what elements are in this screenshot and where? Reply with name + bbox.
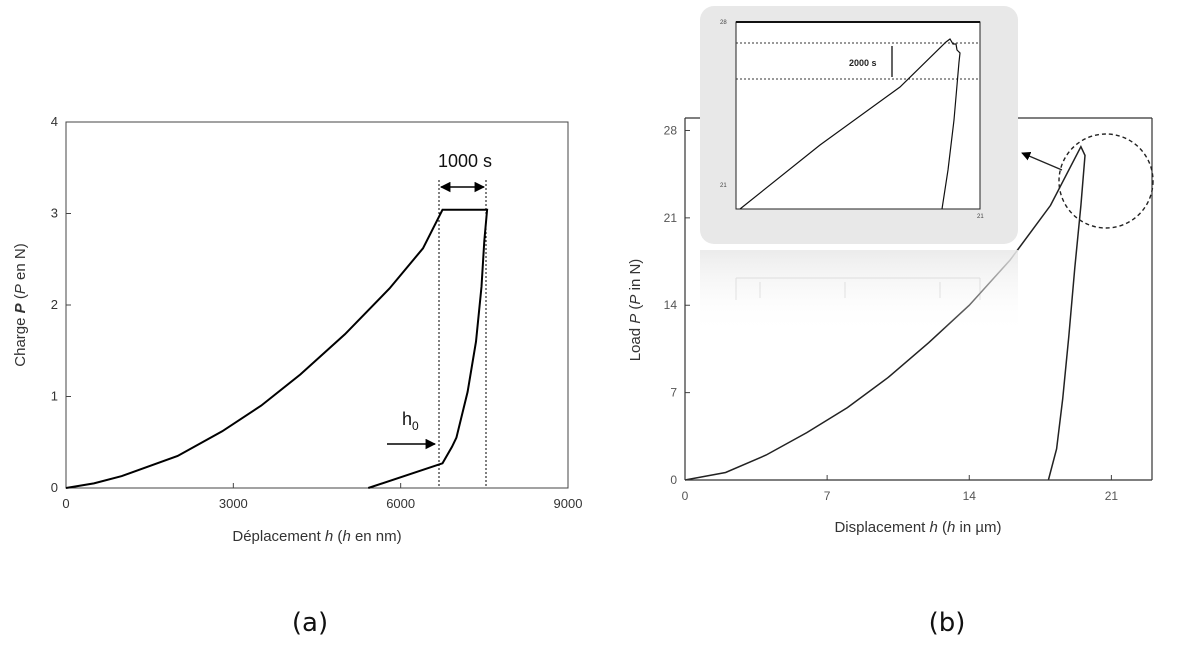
chart-a-xtick-label: 3000 [219, 496, 248, 511]
chart-a-panel-label: (a) [292, 608, 328, 638]
chart-b-xtick-label: 14 [963, 489, 977, 503]
chart-a-ylabel: Charge P (P en N) [12, 243, 29, 366]
chart-b-ytick-label: 21 [664, 211, 678, 225]
inset-duration-label: 2000 s [849, 58, 877, 68]
inset-reflection [700, 250, 1018, 335]
chart-b-ytick-label: 7 [670, 386, 677, 400]
chart-a-xlabel: Déplacement h (h en nm) [232, 528, 401, 545]
inset-tick-bottom-right: 21 [977, 214, 984, 220]
chart-a-ytick-label: 2 [51, 297, 58, 312]
chart-b: 0 7 14 21 0 7 14 21 28 2000 s [627, 6, 1154, 638]
chart-a-ytick-label: 3 [51, 206, 58, 221]
inset-reflection-ghost [735, 277, 981, 300]
chart-b-ytick-label: 28 [664, 123, 678, 137]
chart-b-inset: 2000 s 28 21 21 [700, 6, 1018, 244]
chart-b-zoom-circle [1058, 133, 1154, 229]
chart-a-series-line [65, 208, 489, 489]
chart-b-xtick-label: 7 [824, 489, 831, 503]
chart-b-xlabel: Displacement h (h in µm) [834, 519, 1001, 536]
chart-b-series-line [684, 145, 1086, 481]
chart-a: 0 3000 6000 9000 0 1 2 3 4 1000 s h0 Déplacement… [12, 114, 582, 638]
chart-a-frame [65, 121, 569, 489]
chart-a-annotation-h0: h0 [402, 409, 419, 433]
chart-b-ytick-label: 0 [670, 473, 677, 487]
chart-a-ticks: 0 3000 6000 9000 0 1 2 3 4 [51, 114, 583, 511]
chart-a-xtick-label: 6000 [386, 496, 415, 511]
chart-a-ytick-label: 0 [51, 480, 58, 495]
inset-tick-left-top: 28 [720, 20, 727, 26]
chart-b-xtick-label: 0 [682, 489, 689, 503]
chart-b-xtick-label: 21 [1105, 489, 1119, 503]
chart-b-ytick-label: 14 [664, 298, 678, 312]
chart-a-ytick-label: 4 [51, 114, 58, 129]
inset-plot-area [735, 21, 981, 210]
chart-a-xtick-label: 0 [62, 496, 69, 511]
chart-a-ytick-label: 1 [51, 389, 58, 404]
inset-curve [739, 38, 961, 210]
chart-b-zoom-arrow [1021, 152, 1063, 171]
inset-tick-left-bottom: 21 [720, 183, 727, 189]
chart-a-annotation-duration: 1000 s [438, 151, 492, 171]
chart-b-panel-label: (b) [929, 608, 966, 638]
chart-b-ylabel: Load P (P in N) [627, 259, 644, 362]
chart-a-xtick-label: 9000 [554, 496, 583, 511]
